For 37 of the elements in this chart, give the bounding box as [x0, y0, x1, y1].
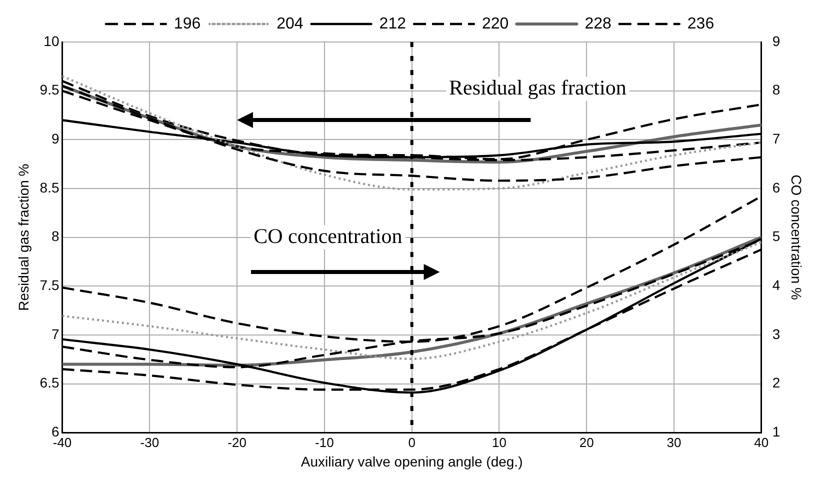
y2-tick-label: 9: [772, 32, 780, 49]
legend-label: 196: [174, 15, 201, 32]
x-tick-label: -10: [315, 434, 334, 450]
legend-label: 212: [379, 15, 406, 32]
y-tick-label: 10: [44, 32, 60, 49]
y2-tick-label: 8: [772, 82, 780, 98]
y2-axis-title: CO concentration %: [788, 174, 805, 300]
legend-label: 204: [276, 15, 304, 32]
annotation: CO concentration: [254, 224, 403, 248]
annotation: Residual gas fraction: [449, 75, 627, 100]
y-tick-label: 9: [51, 130, 60, 147]
x-tick-label: 20: [579, 434, 594, 450]
y-tick-label: 8: [51, 228, 60, 244]
y-tick-label: 7.5: [40, 276, 60, 293]
x-axis-title: Auxiliary valve opening angle (deg.): [300, 453, 523, 470]
x-tick-label: 10: [492, 434, 506, 450]
y-axis-title: Residual gas fraction %: [15, 164, 32, 311]
x-tick-label: -30: [140, 434, 160, 450]
legend-label: 228: [584, 15, 612, 32]
y2-tick-label: 3: [772, 326, 780, 342]
legend-label: 220: [482, 15, 509, 32]
y-tick-label: 6: [51, 423, 60, 440]
y-tick-label: 9.5: [40, 82, 60, 98]
x-tick-label: 0: [408, 434, 416, 450]
y2-tick-label: 6: [772, 179, 780, 196]
y2-tick-label: 4: [772, 276, 780, 293]
y-tick-label: 8.5: [40, 179, 60, 196]
y-tick-label: 6.5: [40, 374, 60, 391]
x-tick-label: -20: [228, 434, 246, 450]
y2-tick-label: 1: [772, 423, 780, 440]
x-tick-label: 40: [754, 434, 769, 450]
x-tick-label: 30: [666, 434, 682, 450]
y2-tick-label: 2: [772, 374, 780, 391]
y-tick-label: 7: [51, 326, 60, 342]
legend-label: 236: [687, 15, 714, 32]
y2-tick-label: 7: [772, 130, 780, 147]
y2-tick-label: 5: [772, 228, 780, 244]
